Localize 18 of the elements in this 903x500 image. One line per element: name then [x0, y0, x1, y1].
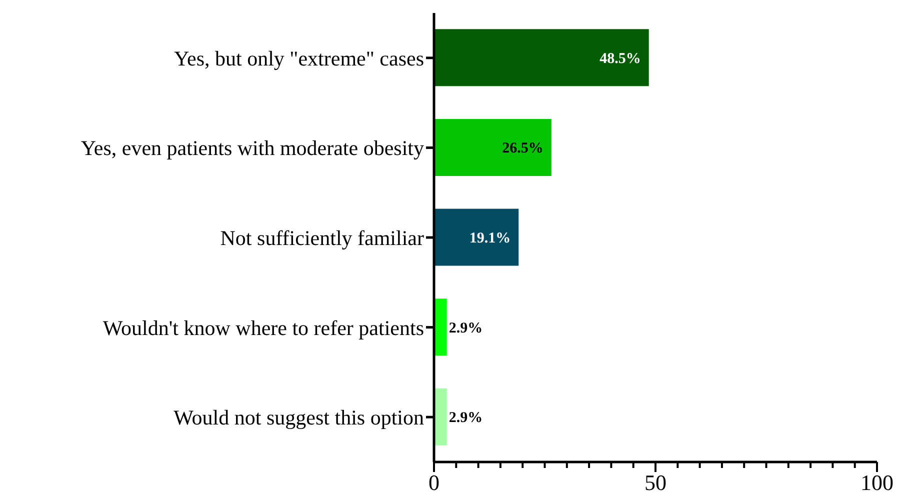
x-tick-label: 100 — [860, 470, 894, 495]
bar — [434, 208, 519, 266]
y-tick-label: Yes, even patients with moderate obesity — [80, 136, 424, 160]
x-tick-label: 0 — [428, 470, 440, 495]
data-label: 48.5% — [600, 50, 641, 67]
y-tick-label: Yes, but only "extreme" cases — [174, 46, 424, 70]
x-tick-label: 50 — [644, 470, 666, 495]
bar — [434, 118, 552, 176]
y-tick-label: Not sufficiently familiar — [220, 226, 424, 250]
data-label: 2.9% — [448, 320, 483, 336]
bar — [434, 388, 447, 446]
bar — [434, 29, 649, 86]
y-tick-label: Wouldn't know where to refer patients — [102, 316, 424, 340]
data-label: 2.9% — [448, 410, 483, 426]
data-label: 19.1% — [469, 230, 511, 247]
bar — [434, 298, 447, 356]
data-label: 26.5% — [502, 140, 544, 157]
y-tick-label: Would not suggest this option — [174, 406, 424, 430]
